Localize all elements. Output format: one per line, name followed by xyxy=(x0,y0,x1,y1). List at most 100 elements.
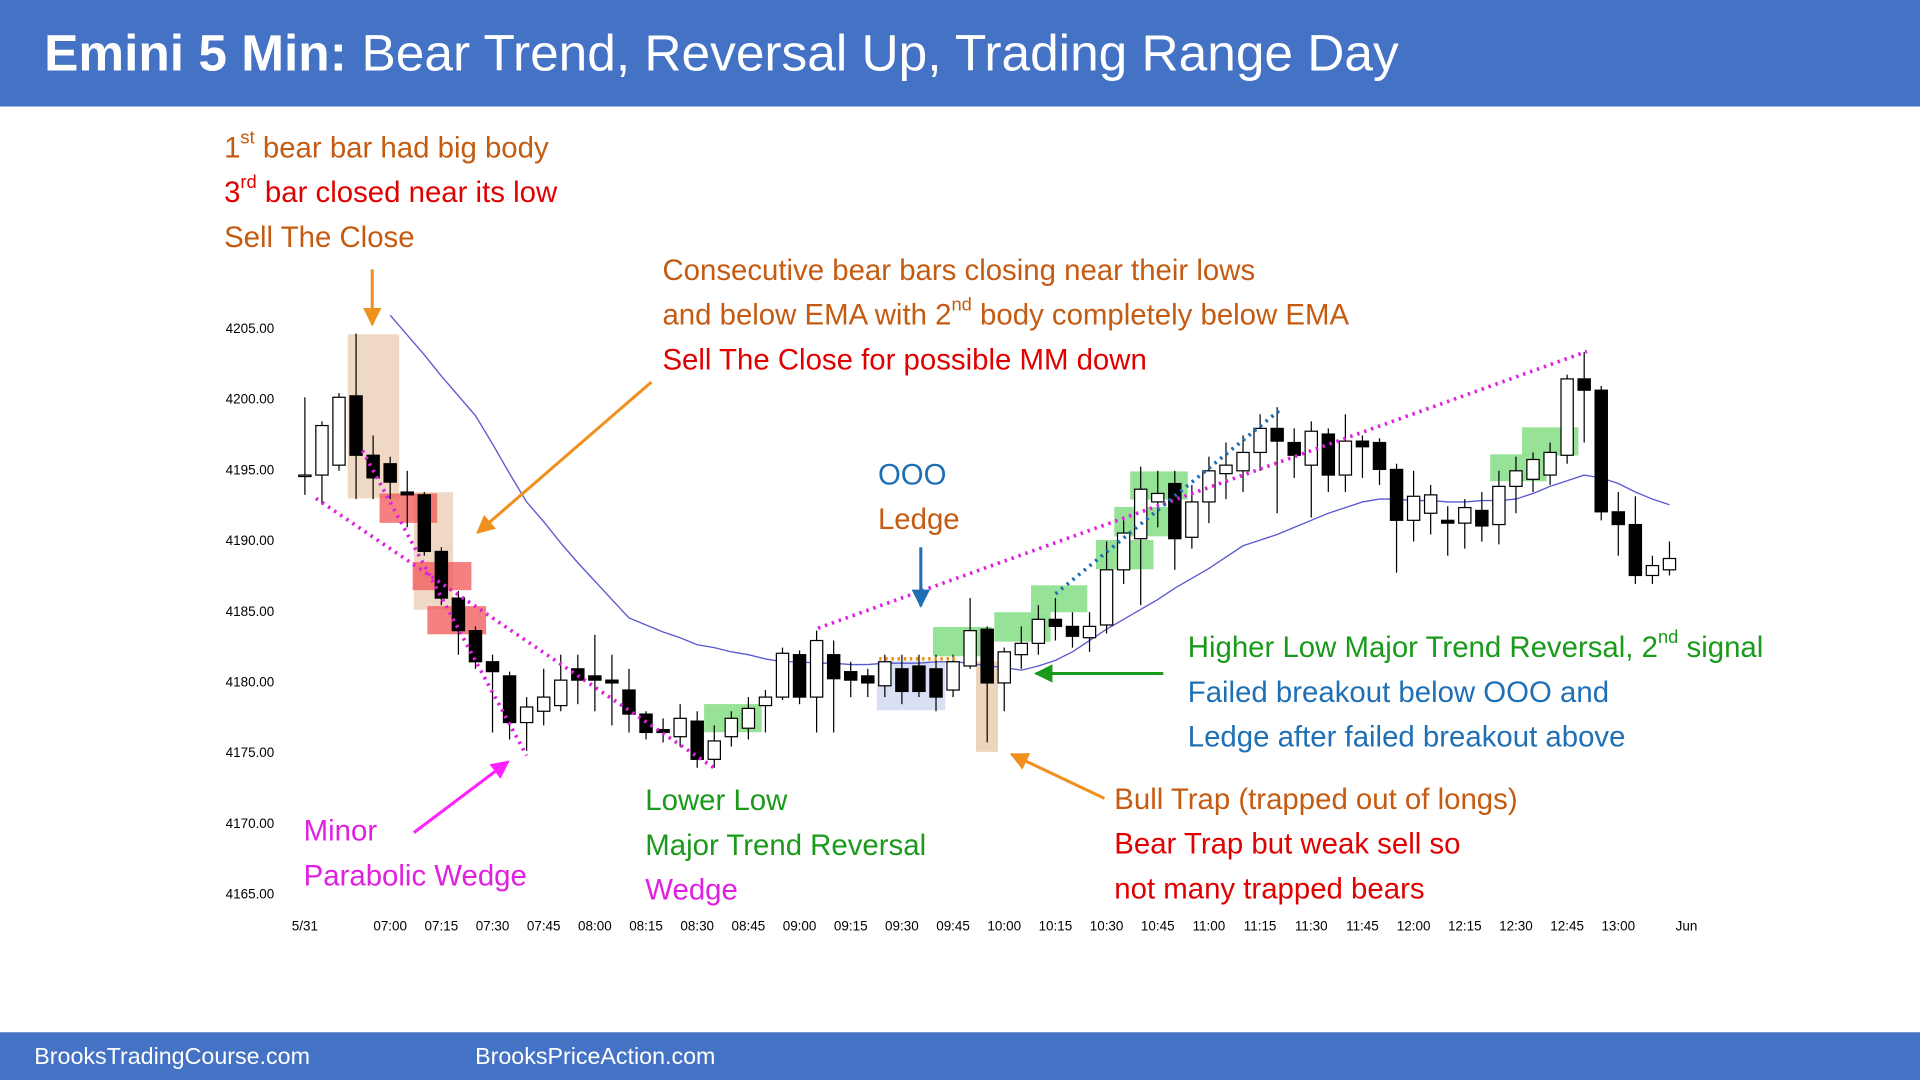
superscript: nd xyxy=(1658,626,1678,647)
candle-body xyxy=(1423,494,1438,514)
candle-body xyxy=(758,696,773,707)
annotation-text: Higher Low Major Trend Reversal, 2 xyxy=(1188,631,1658,664)
x-tick-label: 10:00 xyxy=(987,919,1021,934)
x-tick-label: 11:30 xyxy=(1295,919,1328,934)
x-tick-label: 12:00 xyxy=(1397,919,1431,934)
candle-body xyxy=(451,597,466,632)
candle-body xyxy=(1475,509,1489,527)
candle-body xyxy=(1406,495,1421,521)
annotation-line: Failed breakout below OOO and xyxy=(1188,676,1609,709)
annotation-text: Lower Low xyxy=(645,784,788,817)
annotation-line: Bear Trap but weak sell so xyxy=(1114,827,1460,860)
annotation-text: 1 xyxy=(224,131,240,164)
x-tick-label: Jun xyxy=(1676,919,1698,934)
candle-body xyxy=(946,661,960,691)
y-tick-label: 4180.00 xyxy=(226,675,275,690)
candle-body xyxy=(536,696,551,712)
ema-line xyxy=(389,314,1670,671)
annotation-line: not many trapped bears xyxy=(1114,872,1424,905)
candle-body xyxy=(468,630,483,663)
annotation-line: Major Trend Reversal xyxy=(645,829,926,862)
candle-body xyxy=(571,668,585,681)
candle-body xyxy=(298,474,312,478)
annotation-text: Wedge xyxy=(645,873,738,906)
x-tick-label: 11:15 xyxy=(1244,919,1277,934)
annotation-text: bear bar had big body xyxy=(255,131,549,164)
x-tick-label: 07:00 xyxy=(373,919,407,934)
candle-body xyxy=(1458,506,1472,524)
y-tick-label: 4190.00 xyxy=(226,533,275,548)
x-tick-label: 08:15 xyxy=(629,919,663,934)
candle-body xyxy=(843,671,858,681)
candle-body xyxy=(315,424,329,476)
x-tick-label: 10:15 xyxy=(1039,919,1073,934)
candle-body xyxy=(724,717,739,738)
candle-body xyxy=(1355,440,1370,448)
candle-body xyxy=(1048,618,1063,627)
candle-body xyxy=(741,707,756,729)
x-tick-label: 09:15 xyxy=(834,919,868,934)
y-tick-label: 4175.00 xyxy=(226,745,275,760)
candle-body xyxy=(690,720,704,760)
annotation-text: Parabolic Wedge xyxy=(304,859,527,892)
y-tick-label: 4195.00 xyxy=(226,462,275,477)
candle-body xyxy=(1628,523,1643,577)
candle-body xyxy=(417,494,432,553)
candle-body xyxy=(1543,451,1557,476)
title-bold: Emini 5 Min: xyxy=(44,23,347,81)
candle-body xyxy=(1270,427,1284,442)
x-tick-label: 07:15 xyxy=(425,919,459,934)
candle-body xyxy=(878,661,892,687)
y-tick-label: 4170.00 xyxy=(226,816,275,831)
candle-body xyxy=(1389,468,1404,521)
candle-body xyxy=(1662,557,1677,571)
x-tick-label: 09:00 xyxy=(783,919,817,934)
x-tick-label: 09:30 xyxy=(885,919,919,934)
candle-body xyxy=(809,639,824,698)
candle-body xyxy=(673,717,687,738)
annotation-text: Sell The Close for possible MM down xyxy=(662,343,1146,376)
candle-body xyxy=(1526,458,1540,480)
header-bar xyxy=(0,0,1920,107)
candle-body xyxy=(1594,389,1608,513)
superscript: rd xyxy=(240,171,256,192)
annotation-line: Sell The Close xyxy=(224,221,415,254)
annotation-line: 1st bear bar had big body xyxy=(224,126,549,164)
annotation-line: Minor xyxy=(304,814,378,847)
arrow xyxy=(1009,752,1106,800)
title-text: Bear Trend, Reversal Up, Trading Range D… xyxy=(362,23,1400,81)
annotation-text: Major Trend Reversal xyxy=(645,829,926,862)
x-tick-label: 5/31 xyxy=(292,919,318,934)
trend-line xyxy=(360,449,529,757)
annotation-line: Lower Low xyxy=(645,784,788,817)
candle-body xyxy=(792,654,807,698)
annotation-line: Ledge xyxy=(878,503,960,536)
candle-body xyxy=(434,550,449,599)
candle-body xyxy=(707,740,722,760)
candle-body xyxy=(1287,441,1301,456)
annotation-text: bar closed near its low xyxy=(257,176,558,209)
candle-body xyxy=(605,679,619,684)
x-tick-label: 08:45 xyxy=(732,919,766,934)
x-tick-label: 09:45 xyxy=(936,919,970,934)
arrow xyxy=(476,380,653,534)
annotation-line: Higher Low Major Trend Reversal, 2nd sig… xyxy=(1188,626,1764,664)
annotation-text: OOO xyxy=(878,458,947,491)
annotation-text: body completely below EMA xyxy=(972,298,1350,331)
annotation-text: Consecutive bear bars closing near their… xyxy=(662,254,1255,287)
candle-body xyxy=(1577,378,1591,391)
candle-body xyxy=(1202,470,1216,503)
annotation-line: Consecutive bear bars closing near their… xyxy=(662,254,1255,287)
candle-body xyxy=(519,706,534,724)
y-tick-label: 4205.00 xyxy=(226,321,275,336)
plot: 4165.00 4170.00 4175.00 4180.00 4185.00 4190.… xyxy=(226,314,1698,934)
annotation-line: 3rd bar closed near its low xyxy=(224,171,558,209)
x-tick-label: 12:45 xyxy=(1550,919,1584,934)
x-tick-label: 13:00 xyxy=(1601,919,1635,934)
y-tick-label: 4200.00 xyxy=(226,392,275,407)
candle-body xyxy=(895,668,909,693)
candle-body xyxy=(1116,532,1131,571)
annotation-line: Wedge xyxy=(645,873,738,906)
x-tick-label: 10:30 xyxy=(1090,919,1124,934)
